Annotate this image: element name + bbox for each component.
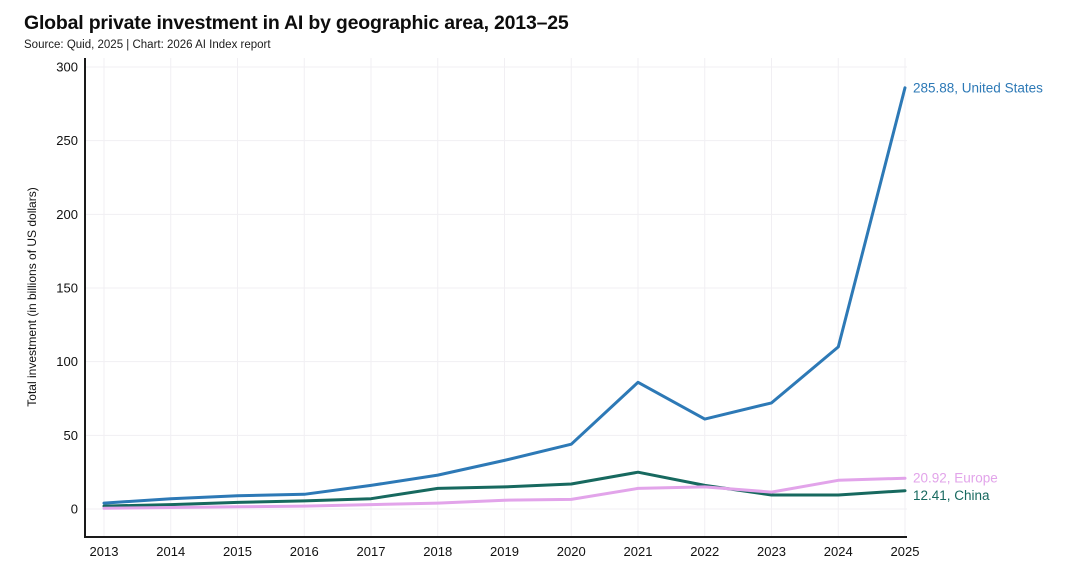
x-tick-label: 2014 [156,544,185,559]
chart-subtitle: Source: Quid, 2025 | Chart: 2026 AI Inde… [24,39,271,51]
y-tick-label: 150 [56,281,78,296]
x-tick-label: 2013 [90,544,119,559]
x-tick-label: 2022 [690,544,719,559]
x-tick-label: 2016 [290,544,319,559]
x-tick-label: 2019 [490,544,519,559]
y-tick-label: 300 [56,60,78,75]
x-tick-label: 2021 [624,544,653,559]
series-end-label-united-states: 285.88, United States [913,80,1043,95]
x-tick-label: 2015 [223,544,252,559]
y-tick-label: 200 [56,207,78,222]
x-tick-label: 2018 [423,544,452,559]
y-axis-title: Total investment (in billions of US doll… [25,187,39,406]
series-end-label-europe: 20.92, Europe [913,471,998,486]
x-tick-label: 2020 [557,544,586,559]
chart-title: Global private investment in AI by geogr… [24,12,569,34]
y-tick-label: 250 [56,133,78,148]
y-tick-label: 100 [56,354,78,369]
x-tick-label: 2023 [757,544,786,559]
x-tick-label: 2025 [891,544,920,559]
y-tick-label: 50 [64,428,78,443]
x-tick-label: 2024 [824,544,853,559]
series-line-china [102,470,907,508]
x-tick-label: 2017 [357,544,386,559]
series-line-united-states [102,86,907,505]
series-line-europe [102,476,907,510]
y-tick-label: 0 [71,502,78,517]
series-end-label-china: 12.41, China [913,488,990,503]
